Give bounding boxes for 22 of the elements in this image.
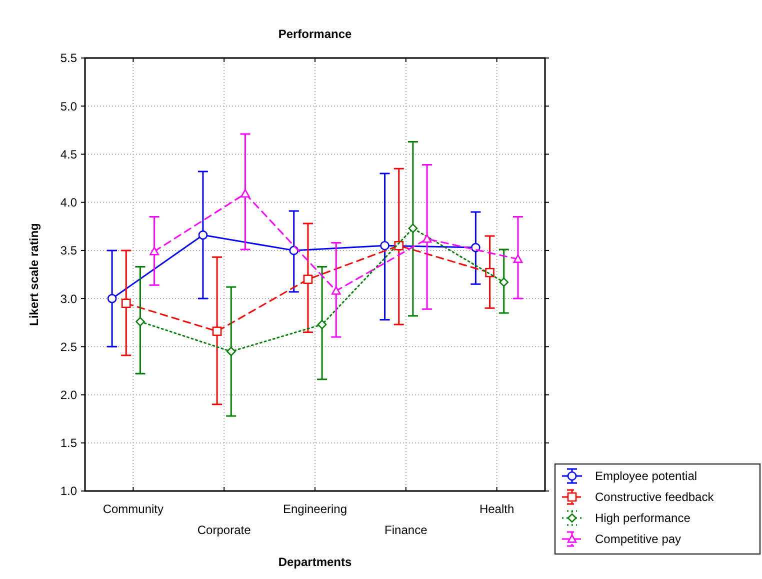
legend-label: Constructive feedback: [595, 490, 715, 504]
x-tick-label: Health: [479, 502, 514, 516]
legend-label: High performance: [595, 511, 691, 526]
legend-label: Employee potential: [595, 469, 698, 484]
y-tick-label: 4.5: [60, 147, 78, 162]
y-tick-label: 1.5: [60, 436, 78, 450]
x-axis-title: Departments: [278, 555, 352, 569]
y-tick-label: 2.5: [60, 340, 78, 354]
y-tick-label: 5.0: [60, 99, 78, 114]
x-tick-label: Engineering: [282, 502, 348, 516]
y-tick-label: 4.0: [60, 196, 78, 210]
x-tick-label: Community: [102, 502, 164, 516]
y-axis-title: Likert scale rating: [27, 223, 41, 326]
x-tick-label: Corporate: [197, 523, 252, 537]
y-tick-label: 2.0: [60, 388, 78, 402]
y-tick-label: 5.5: [60, 51, 78, 66]
y-tick-label: 3.0: [60, 292, 78, 306]
chart-title: Performance: [278, 27, 352, 41]
y-tick-label: 3.5: [60, 244, 78, 258]
y-tick-label: 1.0: [60, 484, 78, 498]
legend-label: Competitive pay: [595, 532, 682, 546]
x-tick-label: Finance: [384, 523, 428, 537]
